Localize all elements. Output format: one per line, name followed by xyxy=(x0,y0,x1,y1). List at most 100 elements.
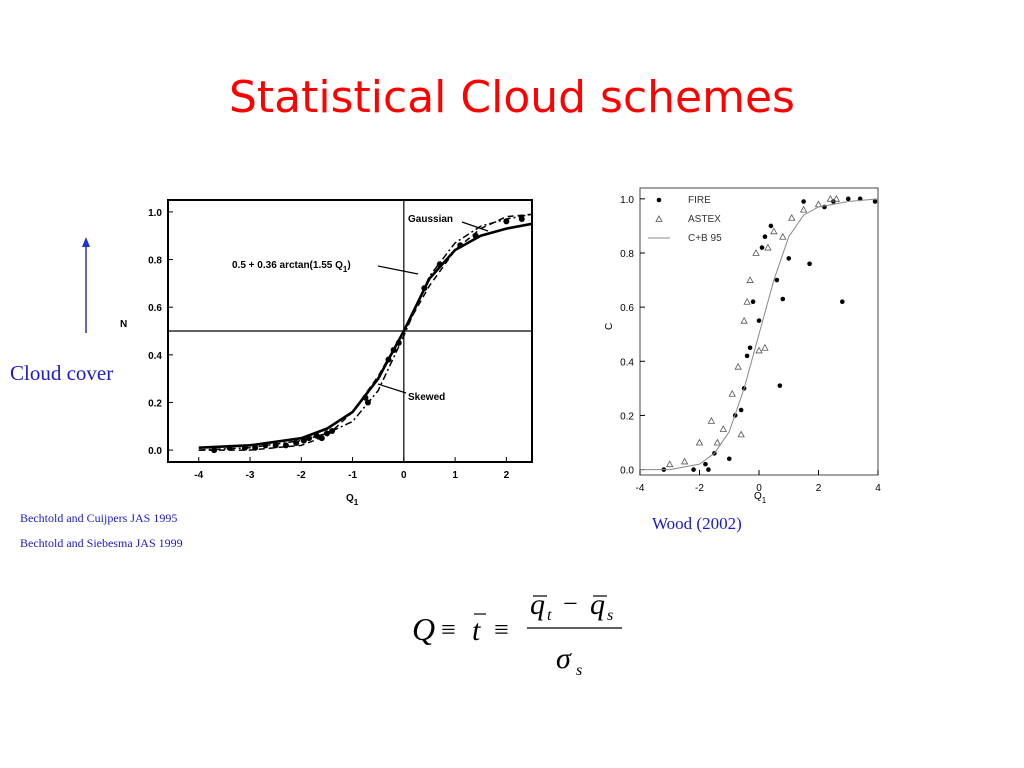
x-tick-label: -2 xyxy=(695,483,704,494)
y-axis-label: C xyxy=(604,323,615,330)
point xyxy=(750,299,756,305)
y-axis-label: N xyxy=(120,319,127,330)
point xyxy=(680,457,689,465)
y-tick-label: 0.0 xyxy=(148,446,162,457)
y-tick-label: 0.4 xyxy=(620,357,634,368)
point xyxy=(293,439,300,446)
point xyxy=(756,318,762,323)
point xyxy=(691,467,696,472)
line-series xyxy=(640,198,879,471)
point xyxy=(734,362,742,370)
point xyxy=(845,196,851,202)
formula-symbol: ≡ xyxy=(494,615,509,644)
formula-symbol: σ xyxy=(556,642,572,675)
point xyxy=(747,345,753,351)
point xyxy=(323,430,330,437)
point xyxy=(695,438,704,446)
formula-symbol: ≡ xyxy=(441,615,456,644)
point xyxy=(503,218,510,225)
annotation-part: Gaussian xyxy=(408,214,453,225)
point xyxy=(746,276,754,283)
point xyxy=(779,232,787,240)
point xyxy=(390,347,397,354)
point xyxy=(743,297,751,305)
legend-label: FIRE xyxy=(688,195,711,206)
point xyxy=(362,394,369,401)
x-axis-label-sub: 1 xyxy=(762,496,767,505)
point xyxy=(395,339,402,346)
point xyxy=(211,447,218,454)
y-tick-label: 0.8 xyxy=(620,249,634,260)
point xyxy=(313,432,320,439)
formula: Q ≡ t ≡ q t − q s σ s xyxy=(412,588,622,679)
point xyxy=(518,216,525,223)
point xyxy=(807,261,812,267)
point xyxy=(762,234,768,240)
annotation-part: 0.5 + 0.36 arctan(1.55 Q xyxy=(232,260,343,271)
legend-label: C+B 95 xyxy=(688,233,722,244)
point xyxy=(421,285,428,292)
point xyxy=(780,296,786,302)
point xyxy=(755,346,763,354)
reference: Bechtold and Cuijpers JAS 1995 xyxy=(20,511,177,525)
formula-symbol: t xyxy=(547,607,552,624)
point xyxy=(713,438,722,446)
point xyxy=(832,194,841,202)
point xyxy=(777,383,783,388)
formula-symbol: t xyxy=(472,614,481,647)
x-axis-label-part: Q xyxy=(754,491,762,502)
point xyxy=(840,299,845,305)
annotation-part: ) xyxy=(347,260,350,271)
point xyxy=(282,442,289,449)
point xyxy=(786,256,792,261)
point xyxy=(761,343,769,351)
point xyxy=(385,356,392,363)
x-tick-label: 2 xyxy=(504,470,510,481)
legend-swatch xyxy=(655,215,663,222)
point xyxy=(764,243,772,251)
annotation: Skewed xyxy=(408,392,445,403)
point xyxy=(300,437,307,444)
point xyxy=(738,407,744,413)
line-series xyxy=(198,222,533,450)
y-tick-label: 1.0 xyxy=(620,195,634,206)
point xyxy=(707,417,716,424)
x-tick-label: -4 xyxy=(636,483,645,494)
formula-symbol: Q xyxy=(412,611,435,647)
formula-symbol: − xyxy=(563,589,578,618)
point xyxy=(472,232,479,239)
y-tick-label: 1.0 xyxy=(148,208,162,219)
x-tick-label: 2 xyxy=(816,483,822,494)
point xyxy=(329,428,336,435)
arrow-head xyxy=(82,237,90,247)
point xyxy=(826,194,835,202)
y-tick-label: 0.6 xyxy=(620,303,634,314)
line-series xyxy=(198,213,533,451)
point xyxy=(740,316,748,324)
x-tick-label: -1 xyxy=(348,470,357,481)
point xyxy=(726,456,732,462)
formula-symbol: s xyxy=(607,607,613,624)
x-axis-label-sub: 1 xyxy=(354,498,359,507)
annotation-arrow xyxy=(377,383,407,394)
formula-symbol: s xyxy=(576,662,582,679)
x-tick-label: -2 xyxy=(297,470,306,481)
annotation-part: Skewed xyxy=(408,392,445,403)
x-tick-label: -3 xyxy=(246,470,255,481)
point xyxy=(719,425,727,432)
annotation: Gaussian xyxy=(408,214,453,225)
y-tick-label: 0.8 xyxy=(148,256,162,267)
point xyxy=(706,467,711,472)
point xyxy=(801,199,806,204)
annotation: 0.5 + 0.36 arctan(1.55 Q1) xyxy=(232,260,351,274)
plot-frame xyxy=(639,187,879,476)
formula-symbol: q xyxy=(590,588,605,621)
x-tick-label: -4 xyxy=(194,470,203,481)
annotation-arrow xyxy=(461,221,489,232)
point xyxy=(703,461,708,467)
point xyxy=(768,223,774,229)
y-tick-label: 0.2 xyxy=(620,411,634,422)
reference: Bechtold and Siebesma JAS 1999 xyxy=(20,536,183,550)
point xyxy=(436,261,443,268)
